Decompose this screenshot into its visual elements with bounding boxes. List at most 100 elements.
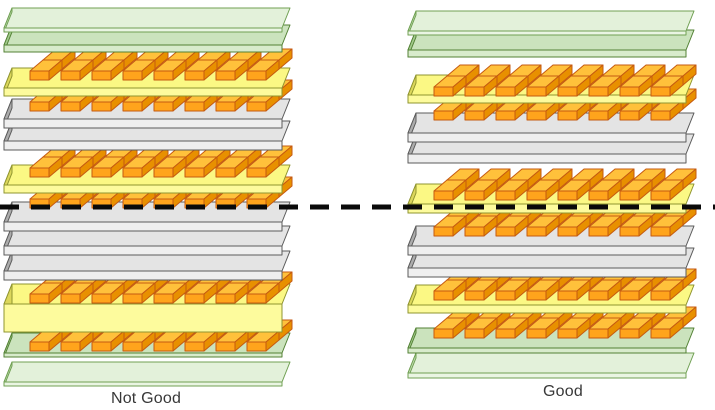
- plate-front-face: [3, 118, 283, 129]
- component-block-front: [557, 290, 578, 301]
- component-block-front: [433, 86, 454, 97]
- component-block-front: [526, 290, 547, 301]
- component-block-front: [557, 190, 578, 201]
- component-block-front: [91, 293, 112, 304]
- component-block-front: [650, 226, 671, 237]
- component-block-front: [433, 110, 454, 121]
- component-block-front: [650, 290, 671, 301]
- plate-front-face: [407, 153, 687, 164]
- component-block-front: [526, 328, 547, 339]
- component-block-front: [650, 110, 671, 121]
- component-block-front: [619, 328, 640, 339]
- plate-front-face: [407, 245, 687, 256]
- plate-front-face: [407, 30, 687, 36]
- component-block-front: [29, 167, 50, 178]
- component-block-front: [588, 290, 609, 301]
- component-block-front: [557, 86, 578, 97]
- component-block-front: [215, 167, 236, 178]
- plate-top-face: [407, 10, 695, 32]
- component-block-front: [246, 341, 267, 352]
- component-block-front: [122, 101, 143, 112]
- plate-front-face: [407, 132, 687, 143]
- component-block-front: [588, 328, 609, 339]
- component-block-front: [433, 226, 454, 237]
- component-block-front: [153, 341, 174, 352]
- plate-front-face: [3, 27, 283, 33]
- component-block-front: [29, 293, 50, 304]
- component-block-front: [60, 70, 81, 81]
- component-block-front: [91, 167, 112, 178]
- component-block-front: [557, 328, 578, 339]
- component-block-front: [557, 110, 578, 121]
- component-block-front: [588, 190, 609, 201]
- component-block-front: [215, 101, 236, 112]
- component-block-front: [526, 226, 547, 237]
- stack-not-good: [3, 7, 293, 387]
- component-block-front: [184, 293, 205, 304]
- component-block-front: [215, 70, 236, 81]
- component-block-front: [184, 341, 205, 352]
- component-block-front: [464, 226, 485, 237]
- component-block-front: [184, 101, 205, 112]
- component-block-front: [29, 70, 50, 81]
- plate-top-face: [3, 361, 291, 383]
- component-block-front: [122, 167, 143, 178]
- plate-top-face: [407, 352, 695, 374]
- component-block-front: [619, 190, 640, 201]
- plate-top-face: [3, 7, 291, 29]
- component-block-front: [91, 101, 112, 112]
- component-block-front: [464, 190, 485, 201]
- component-block-front: [433, 190, 454, 201]
- component-block-front: [526, 190, 547, 201]
- component-block-front: [526, 110, 547, 121]
- plate-front-face: [3, 44, 283, 53]
- component-block-front: [588, 226, 609, 237]
- component-block-front: [650, 328, 671, 339]
- label-not-good: Not Good: [110, 390, 182, 407]
- component-block-front: [588, 110, 609, 121]
- component-block-front: [495, 226, 516, 237]
- component-block-front: [153, 293, 174, 304]
- component-block-front: [588, 86, 609, 97]
- component-block-front: [464, 86, 485, 97]
- plate-front-face: [3, 87, 283, 97]
- plate-front-face: [407, 49, 687, 58]
- component-block-front: [464, 328, 485, 339]
- plate-front-face: [3, 381, 283, 387]
- plate-front-face: [3, 303, 283, 333]
- component-block-front: [215, 341, 236, 352]
- component-block-front: [153, 70, 174, 81]
- component-block-front: [619, 226, 640, 237]
- component-block-front: [650, 86, 671, 97]
- plate-front-face: [3, 221, 283, 232]
- component-block-front: [29, 341, 50, 352]
- component-block-front: [60, 167, 81, 178]
- plate-front-face: [3, 270, 283, 281]
- component-block-front: [60, 101, 81, 112]
- component-block-front: [557, 226, 578, 237]
- component-block-front: [153, 101, 174, 112]
- component-block-front: [495, 290, 516, 301]
- component-block-front: [433, 290, 454, 301]
- component-block-front: [184, 70, 205, 81]
- component-block-front: [495, 110, 516, 121]
- component-block-front: [246, 101, 267, 112]
- label-good: Good: [543, 383, 583, 400]
- component-block-front: [619, 290, 640, 301]
- plate-front-face: [3, 184, 283, 194]
- component-block-front: [433, 328, 454, 339]
- component-block-front: [215, 293, 236, 304]
- component-block-front: [464, 290, 485, 301]
- plate-front-face: [407, 304, 687, 314]
- component-block-front: [246, 167, 267, 178]
- component-block-front: [619, 110, 640, 121]
- component-block-front: [650, 190, 671, 201]
- component-block-front: [122, 70, 143, 81]
- plate-front-face: [407, 94, 687, 104]
- component-block-front: [495, 328, 516, 339]
- component-block-front: [495, 86, 516, 97]
- component-block-front: [246, 293, 267, 304]
- component-block-front: [91, 341, 112, 352]
